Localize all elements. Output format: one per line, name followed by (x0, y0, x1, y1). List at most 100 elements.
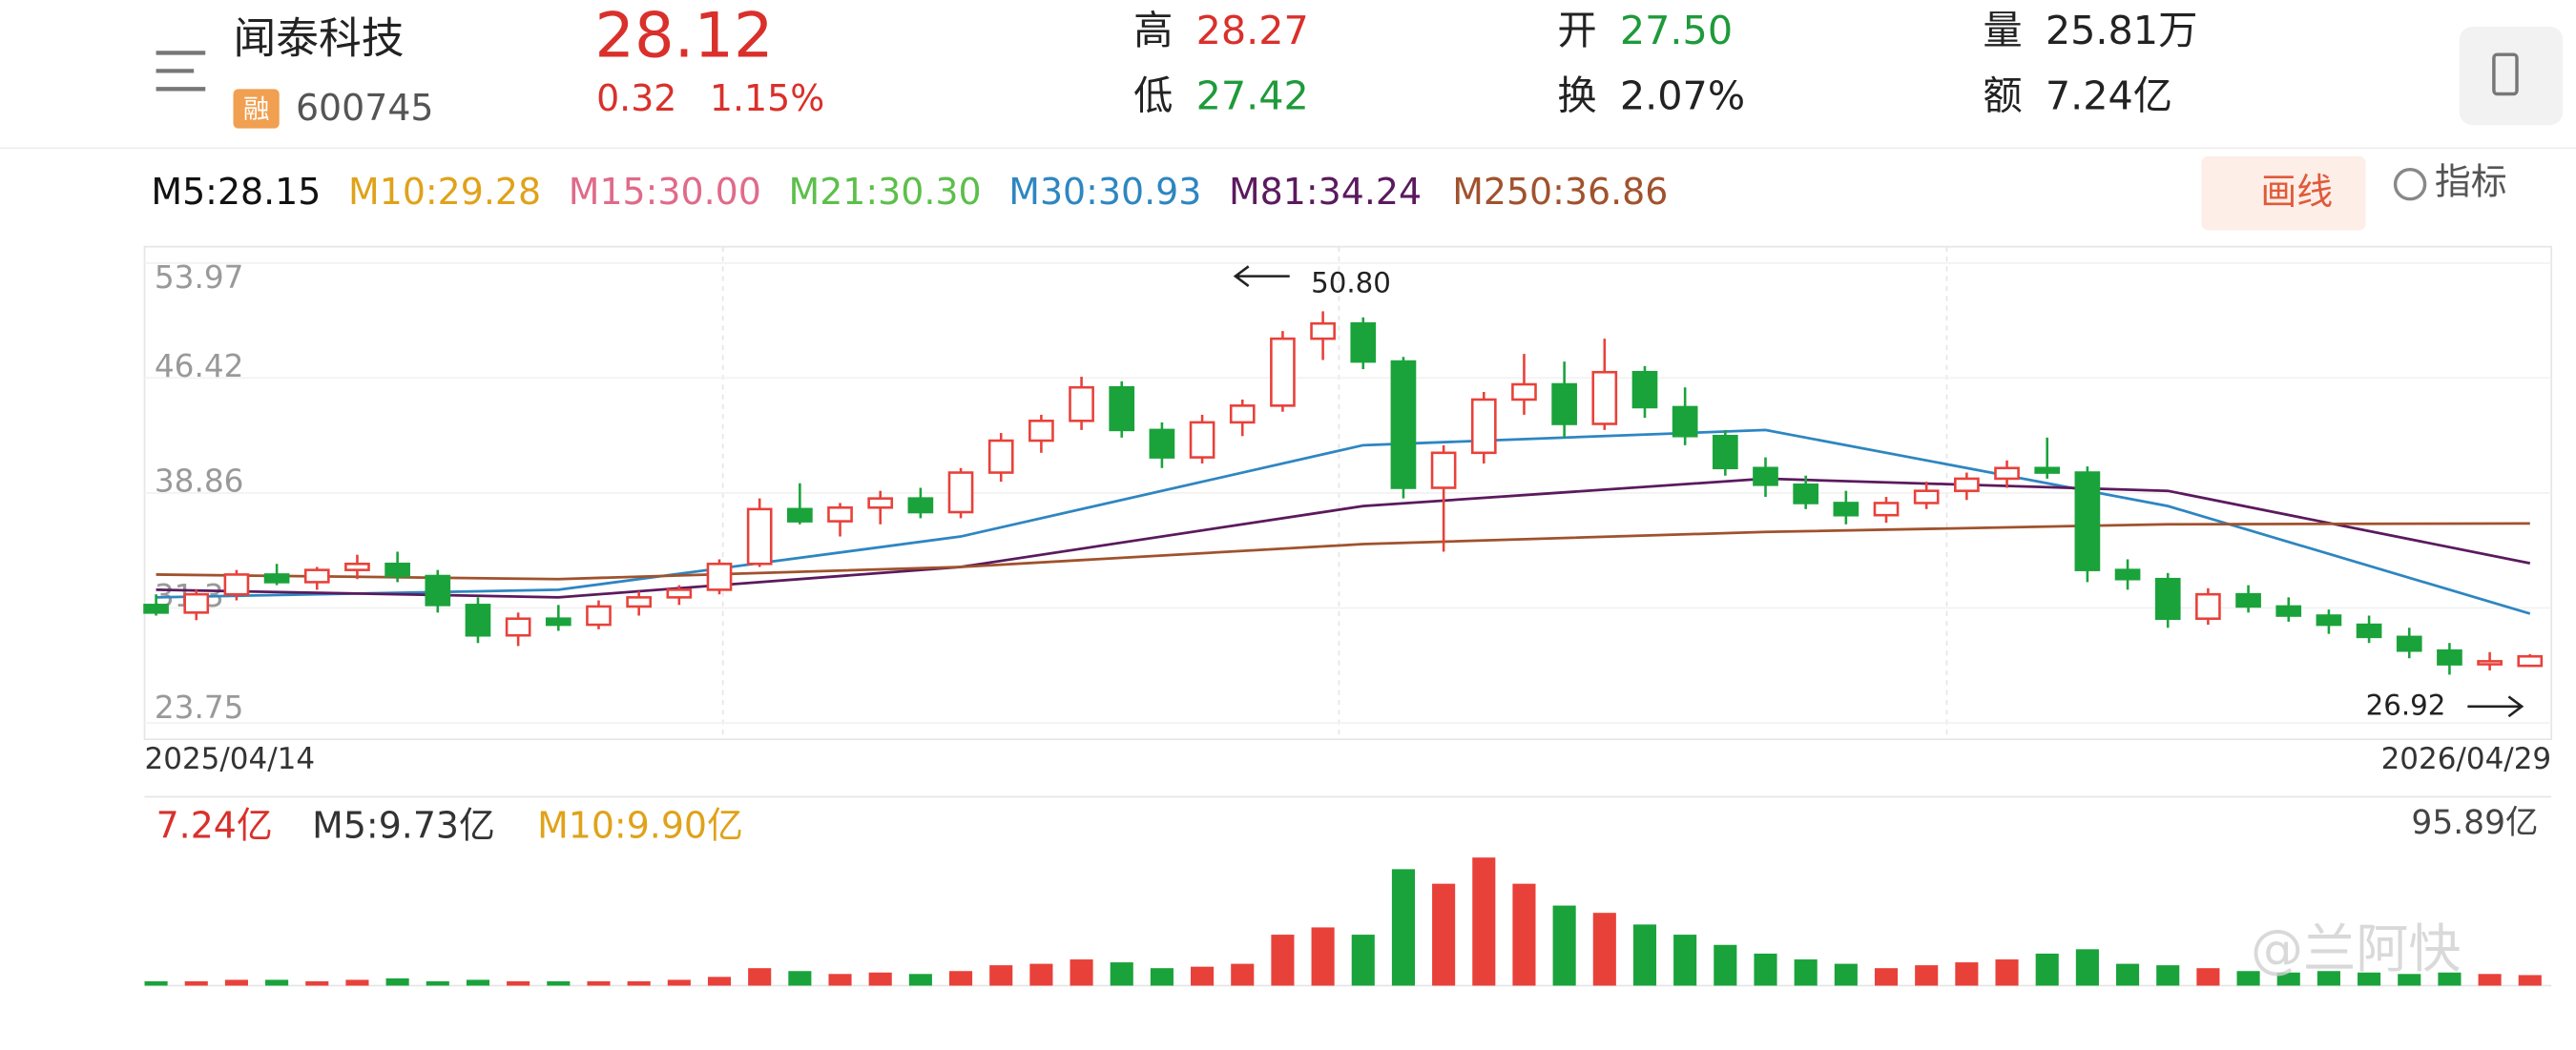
volume-bar (2398, 974, 2421, 986)
volume-bar (2316, 971, 2340, 986)
stat-label: 高 (1133, 8, 1173, 53)
stat-label: 量 (1983, 8, 2022, 53)
ma-legend: M10:29.28 (348, 171, 541, 213)
volume-bar (1271, 935, 1295, 986)
candle-body (143, 604, 169, 614)
volume-bar (2196, 968, 2220, 986)
arrow (2467, 695, 2524, 718)
volume-bar (507, 980, 530, 986)
ma-line (156, 477, 2531, 599)
volume-bar (385, 978, 409, 986)
volume-bar (627, 980, 651, 986)
stat-value: 7.24亿 (2046, 73, 2172, 119)
volume-bar (2116, 963, 2140, 986)
high-annotation: 50.80 (1311, 267, 1391, 299)
candle-body (1753, 466, 1778, 486)
candle-body (2114, 568, 2141, 581)
candle-body (1229, 404, 1256, 424)
y-tick-label: 23.75 (155, 690, 244, 726)
volume-bar (1794, 959, 1818, 986)
candle-body (2356, 623, 2382, 639)
candle-body (947, 471, 974, 514)
volume-bar (1110, 962, 1133, 986)
volume-bar (1632, 924, 1657, 986)
candle-body (1109, 385, 1135, 432)
candle-body (2154, 577, 2181, 620)
candle-body (2275, 605, 2302, 617)
volume-bar (748, 968, 772, 986)
volume-bar (908, 974, 932, 986)
volume-bar (466, 979, 490, 986)
volume-bar (1070, 959, 1093, 986)
device-button[interactable] (2459, 26, 2564, 126)
volume-bar (1311, 927, 1335, 986)
low-annotation: 26.92 (2366, 689, 2446, 721)
candle-body (1833, 502, 1859, 517)
ma-legend: M5:28.15 (151, 171, 321, 213)
candle-body (867, 497, 894, 509)
stock-name: 闻泰科技 (234, 12, 405, 63)
candle-body (2517, 654, 2544, 668)
ma-legend: M81:34.24 (1229, 171, 1422, 213)
stat-value: 27.50 (1620, 8, 1733, 53)
draw-button[interactable] (2201, 155, 2366, 231)
volume-bar (144, 980, 168, 986)
stat-value: 25.81万 (2046, 8, 2198, 53)
indicator-icon (2393, 167, 2427, 201)
volume-bar (1231, 963, 1255, 986)
volume-bar (1512, 883, 1536, 986)
candle-body (1390, 360, 1417, 489)
stat-value: 2.07% (1620, 73, 1745, 119)
candle-body (1149, 428, 1175, 459)
menu-icon[interactable] (156, 51, 206, 92)
candle-body (1310, 321, 1336, 340)
volume-bar (788, 971, 812, 986)
volume-bar (2035, 953, 2059, 986)
candle-body (263, 573, 290, 584)
volume-bar (667, 979, 691, 986)
volume-bar (1834, 963, 1858, 986)
volume-legend: M5:9.73亿 (312, 805, 495, 847)
stat-value: 28.27 (1196, 8, 1309, 53)
candle-body (1631, 370, 1658, 409)
volume-bar (1874, 968, 1899, 986)
candle-body (1913, 489, 1940, 504)
candle-body (586, 605, 612, 627)
candle-body (2195, 592, 2221, 620)
volume-legend: 7.24亿 (156, 805, 273, 847)
ma-legend: M21:30.30 (789, 171, 982, 213)
candle-body (1350, 321, 1377, 363)
change: 0.32 (596, 77, 676, 119)
indicator-label[interactable]: 指标 (2435, 161, 2507, 203)
candle-body (2477, 660, 2503, 666)
tag: 融 (243, 94, 270, 125)
candle-body (2437, 649, 2462, 666)
volume-bar (224, 979, 248, 986)
draw-label: 画线 (2260, 171, 2333, 213)
candle-body (1873, 502, 1900, 517)
volume-bar (1029, 963, 1053, 986)
device-icon (2492, 52, 2519, 96)
volume-bar (2478, 974, 2502, 986)
candle-body (1712, 434, 1738, 470)
volume-bar (1472, 857, 1496, 986)
volume-bar (426, 980, 449, 986)
stat-label: 低 (1133, 73, 1173, 119)
volume-bar (1552, 905, 1576, 986)
volume-bar (1995, 959, 2019, 986)
candle-body (987, 439, 1014, 474)
candle-body (2316, 614, 2342, 627)
volume-bar (2358, 972, 2381, 986)
volume-tick-label: 95.89亿 (2411, 804, 2538, 842)
volume-bar (2075, 949, 2099, 986)
candle-body (344, 562, 370, 571)
candle-body (2074, 471, 2101, 571)
volume-bar (1432, 883, 1456, 986)
candle-body (907, 497, 934, 514)
candle-body (384, 562, 410, 578)
volume-bar (1150, 968, 1174, 986)
volume-bar (1592, 913, 1616, 986)
candle-body (1470, 398, 1497, 455)
